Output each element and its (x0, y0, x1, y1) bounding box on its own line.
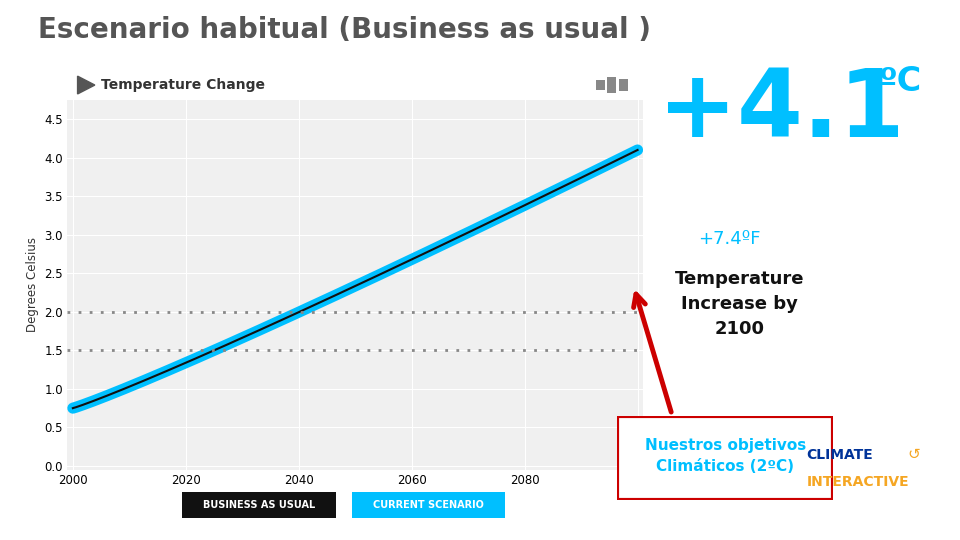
Text: CLIMATE: CLIMATE (806, 448, 874, 462)
Text: BUSINESS AS USUAL: BUSINESS AS USUAL (203, 500, 315, 510)
Text: +7.4ºF: +7.4ºF (698, 230, 761, 247)
Bar (619, 79, 628, 91)
Text: Escenario habitual (Business as usual ): Escenario habitual (Business as usual ) (38, 16, 652, 44)
Text: Temperature Change: Temperature Change (101, 78, 265, 92)
Bar (596, 80, 605, 90)
Text: ºC: ºC (878, 65, 922, 98)
Text: ↺: ↺ (907, 447, 920, 462)
Y-axis label: Degrees Celsius: Degrees Celsius (26, 238, 38, 332)
Bar (182, 491, 336, 518)
Bar (608, 77, 616, 93)
Text: +4.1: +4.1 (658, 65, 904, 157)
Polygon shape (78, 76, 95, 94)
Text: Temperature
Increase by
2100: Temperature Increase by 2100 (675, 270, 804, 338)
FancyBboxPatch shape (617, 416, 833, 500)
Text: Nuestros objetivos
Climáticos (2ºC): Nuestros objetivos Climáticos (2ºC) (645, 438, 805, 474)
Bar (351, 491, 505, 518)
Text: CURRENT SCENARIO: CURRENT SCENARIO (372, 500, 484, 510)
Text: INTERACTIVE: INTERACTIVE (806, 475, 909, 489)
